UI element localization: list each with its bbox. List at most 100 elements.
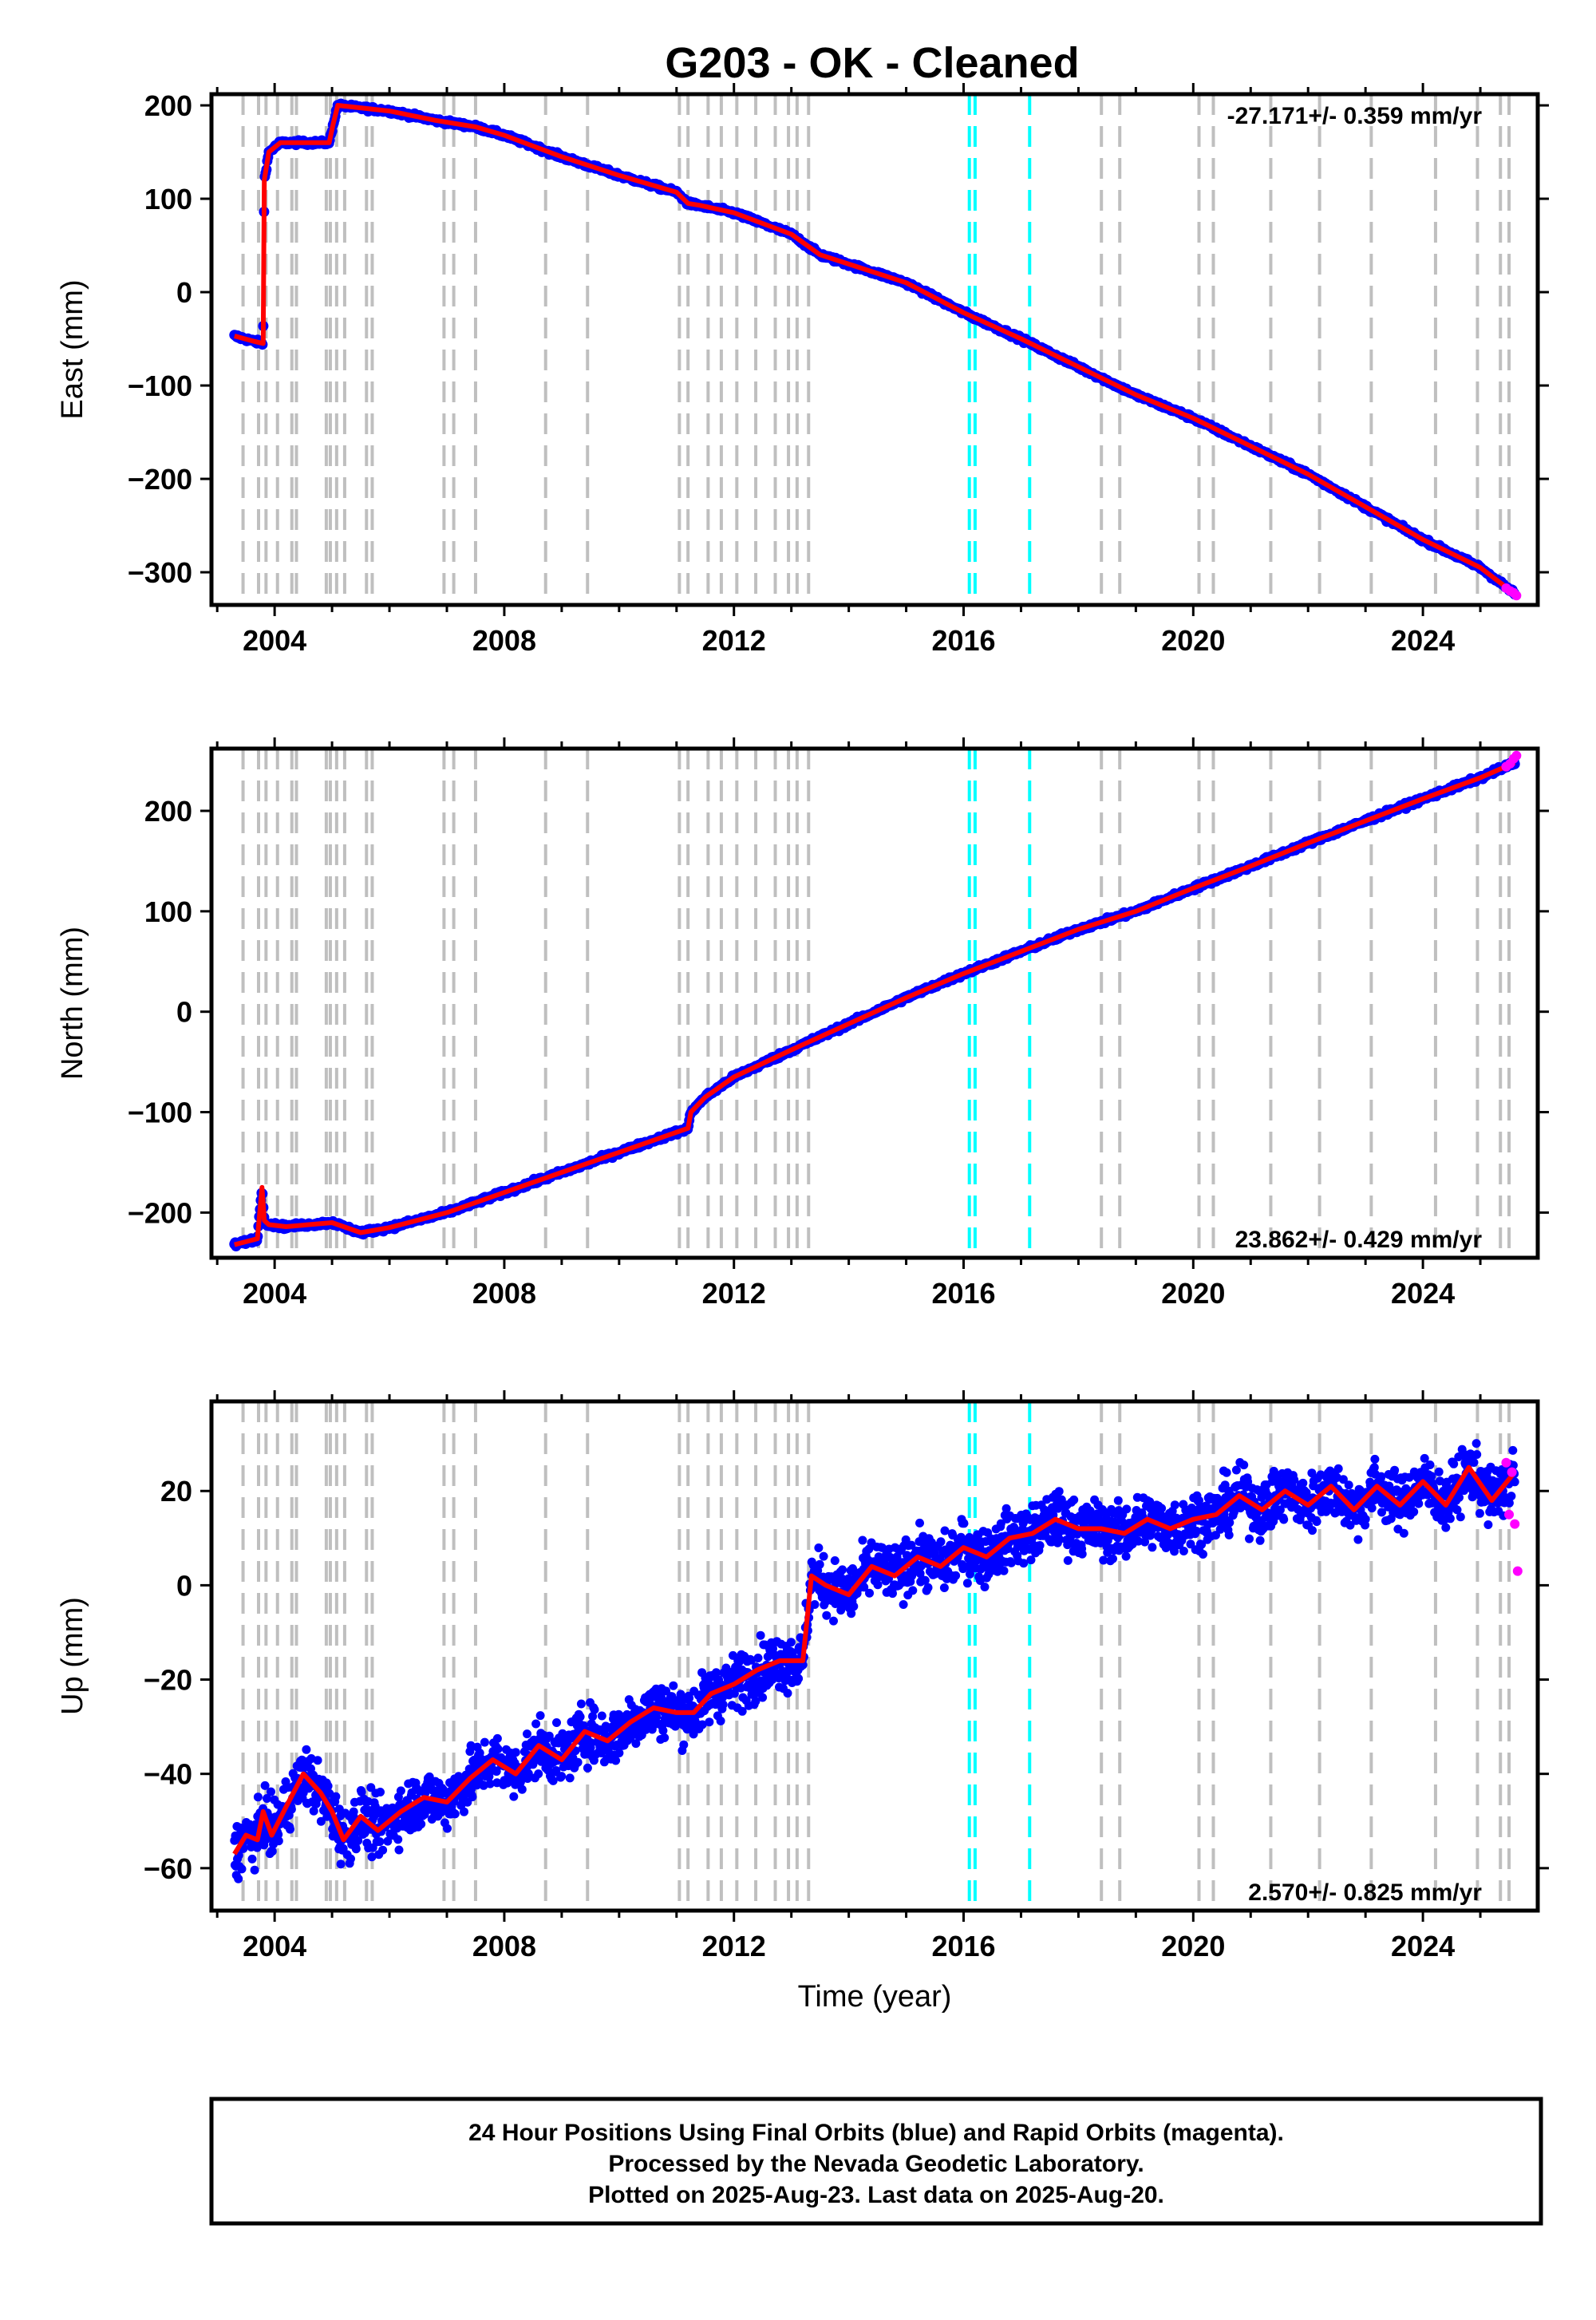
- data-point: [754, 1654, 763, 1662]
- data-point: [858, 1536, 867, 1545]
- data-point: [787, 1638, 796, 1646]
- data-point: [981, 1583, 990, 1591]
- y-tick-label: −100: [128, 1097, 192, 1129]
- data-point: [509, 1792, 518, 1801]
- y-tick-label: 200: [144, 89, 192, 122]
- data-point: [577, 1700, 586, 1709]
- data-point: [248, 1855, 257, 1864]
- data-point: [286, 1825, 294, 1834]
- rapid-point: [1511, 591, 1521, 600]
- data-point: [350, 1808, 358, 1816]
- x-tick-label: 2012: [702, 624, 766, 657]
- x-tick-label: 2004: [243, 1277, 306, 1310]
- y-tick-label: 100: [144, 183, 192, 215]
- data-point: [451, 1809, 460, 1818]
- data-point: [719, 1700, 728, 1709]
- data-point: [831, 1556, 839, 1565]
- x-tick-label: 2016: [931, 624, 995, 657]
- data-point: [375, 1837, 384, 1846]
- data-point: [574, 1758, 583, 1767]
- data-point: [611, 1757, 620, 1765]
- data-point: [591, 1705, 599, 1714]
- y-axis-label: East (mm): [56, 279, 89, 419]
- x-tick-label: 2012: [702, 1277, 766, 1310]
- y-tick-label: 0: [176, 276, 192, 309]
- data-point: [518, 1785, 527, 1794]
- data-point: [234, 1875, 243, 1883]
- data-point: [583, 1764, 592, 1773]
- y-tick-label: −200: [128, 1196, 192, 1229]
- rapid-point: [1511, 751, 1521, 761]
- data-point: [395, 1846, 404, 1855]
- x-tick-label: 2024: [1391, 1277, 1455, 1310]
- chart-title: G203 - OK - Cleaned: [665, 39, 1079, 87]
- data-point: [888, 1589, 897, 1598]
- y-tick-label: 0: [176, 996, 192, 1029]
- data-point: [267, 1788, 275, 1796]
- data-point: [814, 1543, 823, 1552]
- data-point: [314, 1756, 322, 1765]
- data-point: [874, 1580, 883, 1589]
- data-point: [576, 1713, 585, 1721]
- data-point: [794, 1674, 803, 1683]
- data-point: [557, 1772, 566, 1781]
- data-point: [1000, 1567, 1009, 1575]
- data-point: [816, 1560, 824, 1569]
- rate-label: -27.171+/- 0.359 mm/yr: [1227, 103, 1483, 129]
- data-point: [838, 1565, 847, 1574]
- data-point: [757, 1631, 765, 1640]
- data-point: [951, 1571, 960, 1580]
- x-tick-label: 2016: [931, 1277, 995, 1310]
- data-point: [337, 1860, 346, 1868]
- y-axis-label: North (mm): [56, 927, 89, 1080]
- y-tick-label: 200: [144, 795, 192, 828]
- data-point: [238, 1864, 247, 1873]
- data-point: [679, 1741, 688, 1749]
- data-point: [705, 1717, 713, 1726]
- data-point: [963, 1579, 972, 1587]
- data-point: [865, 1589, 874, 1598]
- data-point: [324, 1781, 333, 1790]
- data-point: [660, 1733, 669, 1742]
- data-point: [460, 1808, 468, 1816]
- data-point: [275, 1836, 283, 1845]
- data-point: [829, 1617, 838, 1626]
- data-point: [924, 1583, 933, 1592]
- data-point: [378, 1846, 387, 1855]
- data-point: [397, 1786, 405, 1795]
- x-tick-label: 2024: [1391, 624, 1455, 657]
- data-point: [346, 1855, 355, 1864]
- data-point: [899, 1600, 908, 1609]
- x-tick-label: 2004: [243, 624, 306, 657]
- data-point: [468, 1792, 476, 1801]
- data-point: [536, 1711, 545, 1720]
- data-point: [523, 1729, 531, 1738]
- data-point: [534, 1769, 543, 1778]
- data-point: [494, 1745, 503, 1753]
- x-tick-label: 2020: [1161, 624, 1225, 657]
- data-point: [811, 1600, 820, 1609]
- data-point: [915, 1519, 924, 1528]
- x-tick-label: 2008: [472, 1277, 536, 1310]
- rate-label: 23.862+/- 0.429 mm/yr: [1235, 1227, 1483, 1253]
- data-point: [717, 1717, 725, 1725]
- data-point: [531, 1720, 540, 1729]
- data-point: [598, 1712, 606, 1721]
- data-point: [493, 1734, 502, 1743]
- y-tick-label: 100: [144, 895, 192, 928]
- data-point: [758, 1694, 767, 1702]
- data-point: [937, 1537, 946, 1546]
- data-point: [566, 1773, 575, 1782]
- data-point: [443, 1824, 452, 1833]
- x-tick-label: 2020: [1161, 1277, 1225, 1310]
- data-point: [254, 1792, 263, 1801]
- data-point: [784, 1689, 792, 1698]
- data-point: [302, 1745, 310, 1754]
- x-tick-label: 2008: [472, 624, 536, 657]
- y-tick-label: −200: [128, 463, 192, 496]
- data-point: [417, 1820, 425, 1828]
- data-point: [908, 1586, 917, 1595]
- data-point: [251, 1866, 259, 1875]
- data-point: [822, 1611, 831, 1620]
